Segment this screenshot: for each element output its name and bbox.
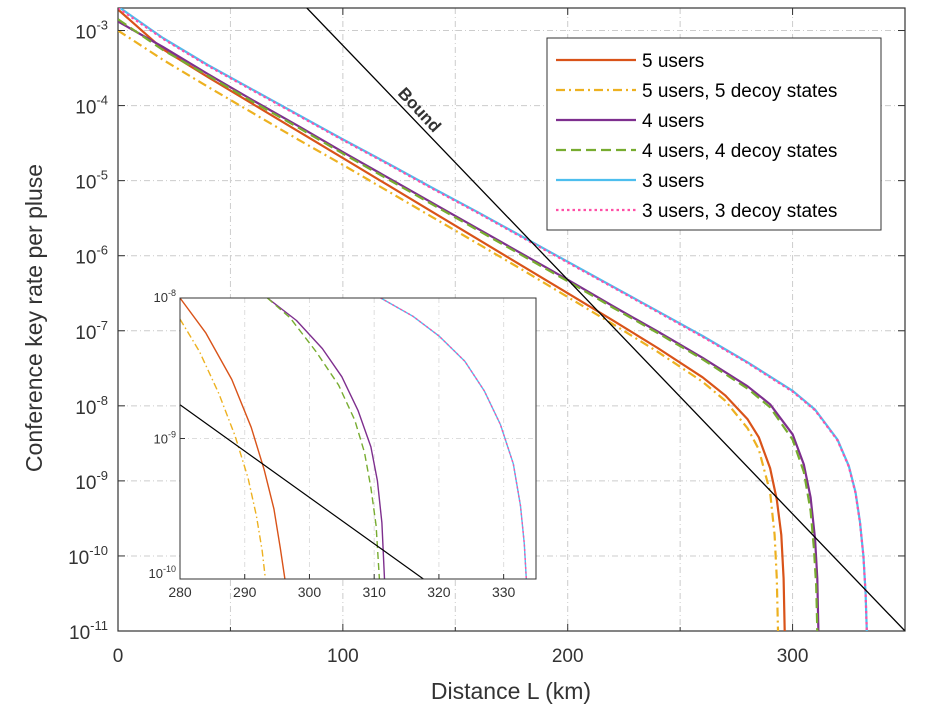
inset-series-group (180, 298, 527, 579)
inset-x-tick-label: 310 (363, 584, 387, 600)
inset-x-tick-label: 330 (492, 584, 516, 600)
legend-label: 5 users, 5 decoy states (642, 81, 837, 102)
legend: 5 users 5 users, 5 decoy states 4 users 4 u… (546, 37, 882, 231)
series-line (118, 18, 819, 631)
y-tick-label: 10-11 (69, 618, 108, 644)
y-tick-label: 10-7 (75, 318, 108, 344)
y-tick-label: 10-9 (75, 468, 108, 494)
y-tick-label: 10-10 (68, 543, 108, 569)
y-tick-label: 10-6 (75, 243, 108, 269)
inset-series-line (180, 298, 286, 579)
legend-box (546, 37, 882, 231)
y-tick-label: 10-5 (75, 168, 108, 194)
x-tick-label: 200 (552, 646, 584, 667)
main-x-ticks: 0 100 200 300 (113, 8, 809, 667)
inset-grid (180, 298, 536, 579)
inset-bound-group (180, 404, 424, 579)
inset-plot: 280 290 300 310 320 330 10-8 10-9 10-10 (149, 288, 537, 600)
inset-y-tick-label: 10-9 (154, 430, 176, 447)
bound-label: Bound (394, 84, 445, 136)
inset-y-tick-label: 10-8 (154, 288, 176, 305)
legend-label: 3 users, 3 decoy states (642, 201, 837, 222)
inset-x-tick-label: 290 (233, 584, 257, 600)
main-y-ticks: 10-3 10-4 10-5 10-6 10-7 10-8 10-9 10-10 10-11 (68, 18, 905, 644)
x-tick-label: 300 (777, 646, 809, 667)
x-tick-label: 100 (327, 646, 359, 667)
main-series-group (118, 8, 868, 631)
y-tick-label: 10-8 (75, 393, 108, 419)
inset-y-tick-label: 10-10 (149, 564, 176, 581)
series-line (118, 8, 786, 631)
y-tick-label: 10-4 (75, 93, 108, 119)
series-line (118, 20, 820, 631)
legend-label: 4 users, 4 decoy states (642, 141, 837, 162)
legend-label: 5 users (642, 51, 704, 72)
inset-bound-line (180, 404, 424, 579)
inset-series-line (180, 318, 267, 579)
main-plot-frame (117, 7, 906, 632)
y-axis-label: Conference key rate per pluse (21, 164, 47, 472)
legend-label: 4 users (642, 111, 704, 132)
inset-series-line (266, 298, 381, 579)
inset-series-line (266, 298, 386, 579)
bound-line (306, 8, 905, 631)
inset-series-line (380, 298, 527, 579)
legend-label: 3 users (642, 171, 704, 192)
bound-line-group (306, 8, 905, 631)
inset-x-tick-label: 320 (427, 584, 451, 600)
inset-x-tick-label: 280 (168, 584, 192, 600)
inset-y-ticks: 10-8 10-9 10-10 (149, 288, 185, 581)
x-tick-label: 0 (113, 646, 124, 667)
series-line (118, 29, 780, 631)
y-tick-label: 10-3 (75, 18, 108, 44)
series-line (118, 8, 868, 631)
inset-x-tick-label: 300 (298, 584, 322, 600)
x-axis-label: Distance L (km) (431, 678, 591, 704)
inset-x-ticks: 280 290 300 310 320 330 (168, 574, 516, 600)
